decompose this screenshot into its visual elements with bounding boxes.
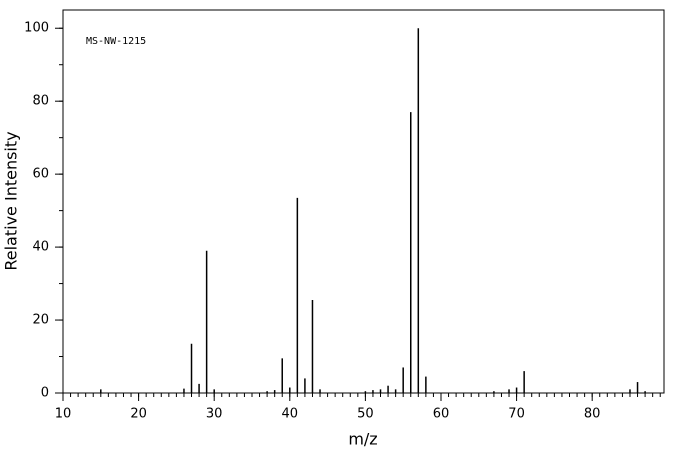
y-tick-label: 80	[32, 94, 49, 109]
y-axis-label: Relative Intensity	[2, 131, 21, 270]
x-tick-label: 40	[282, 407, 299, 422]
y-tick-label: 20	[32, 313, 49, 328]
x-tick-label: 10	[55, 407, 72, 422]
x-tick-label: 30	[206, 407, 223, 422]
x-tick-label: 60	[433, 407, 450, 422]
x-tick-label: 80	[584, 407, 601, 422]
x-axis-label: m/z	[348, 430, 377, 449]
y-tick-label: 100	[24, 21, 49, 36]
y-tick-label: 0	[41, 386, 49, 401]
y-tick-label: 60	[32, 167, 49, 182]
y-tick-label: 40	[32, 240, 49, 255]
annotation: MS-NW-1215	[86, 36, 146, 47]
x-tick-label: 50	[357, 407, 374, 422]
x-tick-label: 20	[130, 407, 147, 422]
x-tick-label: 70	[508, 407, 525, 422]
plot-frame	[62, 9, 665, 394]
